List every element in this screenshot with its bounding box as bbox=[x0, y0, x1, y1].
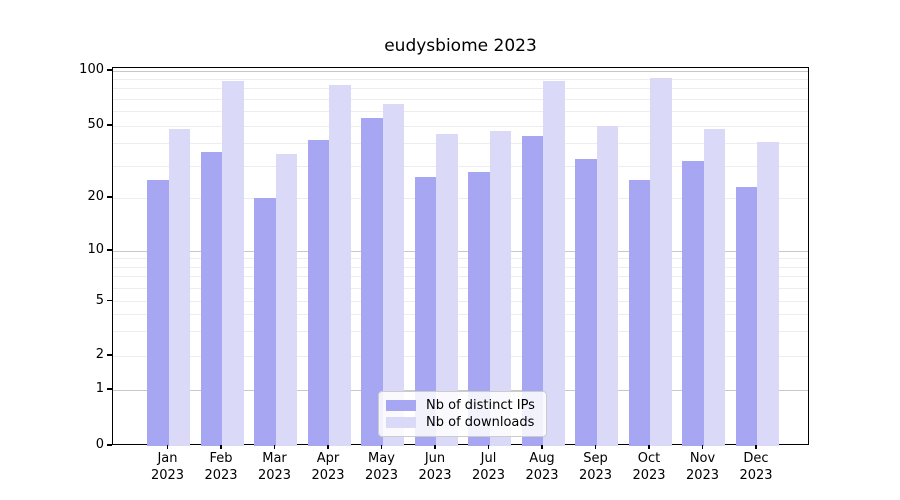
bar-downloads-feb bbox=[222, 81, 244, 446]
gridline-minor-90 bbox=[113, 78, 808, 80]
x-axis-tick-label-aug: Aug 2023 bbox=[525, 451, 559, 483]
legend-swatch-downloads bbox=[386, 417, 416, 428]
gridline-major-10 bbox=[113, 250, 808, 252]
bar-downloads-jul bbox=[489, 130, 511, 446]
gridline-minor-70 bbox=[113, 98, 808, 100]
chart-title: eudysbiome 2023 bbox=[384, 36, 537, 56]
bar-downloads-jun bbox=[436, 134, 458, 446]
x-axis-tick-label-feb: Feb 2023 bbox=[204, 451, 238, 483]
x-axis-tick-label-may: May 2023 bbox=[364, 451, 399, 483]
bar-distinct-ips-jun bbox=[414, 177, 436, 446]
y-tick-mark-0 bbox=[107, 444, 112, 446]
plot-area bbox=[112, 67, 809, 446]
gridline-minor-4 bbox=[113, 314, 808, 316]
x-tick-mark-feb bbox=[220, 445, 222, 449]
legend: Nb of distinct IPs Nb of downloads bbox=[378, 391, 547, 437]
bar-distinct-ips-aug bbox=[521, 136, 543, 446]
gridline-minor-80 bbox=[113, 88, 808, 90]
bar-downloads-sep bbox=[596, 126, 618, 446]
y-axis-tick-label-50: 50 bbox=[87, 117, 104, 132]
y-tick-mark-100 bbox=[107, 69, 112, 71]
y-axis-tick-label-0: 0 bbox=[95, 437, 104, 452]
x-axis-tick-label-apr: Apr 2023 bbox=[311, 451, 345, 483]
x-tick-mark-mar bbox=[273, 445, 276, 449]
bar-downloads-aug bbox=[543, 81, 565, 446]
y-tick-mark-5 bbox=[107, 299, 112, 302]
x-tick-mark-aug bbox=[541, 445, 543, 449]
bar-distinct-ips-dec bbox=[735, 187, 757, 446]
legend-row-distinct-ips: Nb of distinct IPs bbox=[386, 398, 538, 413]
gridline-minor-20 bbox=[113, 197, 808, 199]
x-axis-tick-label-sep: Sep 2023 bbox=[578, 451, 613, 483]
bar-distinct-ips-apr bbox=[307, 139, 329, 446]
y-tick-mark-2 bbox=[107, 354, 112, 356]
x-tick-mark-nov bbox=[701, 445, 704, 449]
bar-downloads-nov bbox=[703, 129, 725, 446]
x-tick-mark-dec bbox=[755, 445, 757, 449]
bar-downloads-may bbox=[382, 103, 404, 446]
bar-distinct-ips-nov bbox=[682, 161, 704, 446]
bar-distinct-ips-oct bbox=[628, 180, 650, 446]
x-tick-mark-jun bbox=[434, 445, 436, 449]
gridline-minor-3 bbox=[113, 331, 808, 333]
x-axis-tick-label-mar: Mar 2023 bbox=[257, 451, 292, 483]
x-axis-tick-label-jun: Jun 2023 bbox=[418, 451, 452, 483]
bar-downloads-mar bbox=[275, 154, 297, 446]
bar-downloads-oct bbox=[650, 78, 672, 446]
bar-distinct-ips-feb bbox=[200, 151, 222, 446]
bar-downloads-dec bbox=[757, 141, 779, 446]
gridline-minor-5 bbox=[113, 301, 808, 302]
x-tick-mark-may bbox=[380, 445, 383, 449]
y-tick-mark-50 bbox=[107, 124, 112, 126]
gridline-minor-8 bbox=[113, 266, 808, 268]
bar-downloads-apr bbox=[329, 84, 351, 446]
y-axis-tick-label-1: 1 bbox=[95, 381, 104, 396]
bar-distinct-ips-sep bbox=[575, 158, 597, 446]
bar-distinct-ips-mar bbox=[254, 198, 276, 446]
y-axis-tick-label-100: 100 bbox=[79, 62, 104, 77]
y-tick-mark-1 bbox=[107, 388, 112, 390]
x-tick-mark-sep bbox=[594, 445, 597, 449]
y-axis-tick-label-10: 10 bbox=[87, 242, 104, 257]
x-axis-tick-label-dec: Dec 2023 bbox=[739, 451, 773, 483]
bar-distinct-ips-jan bbox=[147, 180, 169, 446]
gridline-major-100 bbox=[113, 70, 808, 72]
x-tick-mark-jan bbox=[166, 445, 169, 449]
x-tick-mark-oct bbox=[648, 445, 650, 449]
legend-label-distinct-ips: Nb of distinct IPs bbox=[426, 398, 535, 413]
gridline-minor-50 bbox=[113, 125, 808, 127]
y-tick-mark-20 bbox=[107, 196, 112, 198]
x-axis-tick-label-jan: Jan 2023 bbox=[150, 451, 185, 483]
y-axis-tick-label-2: 2 bbox=[95, 347, 104, 362]
y-tick-mark-10 bbox=[107, 249, 112, 251]
x-tick-mark-jul bbox=[487, 445, 490, 449]
gridline-minor-9 bbox=[113, 258, 808, 260]
y-axis-tick-label-5: 5 bbox=[95, 292, 104, 308]
legend-swatch-distinct-ips bbox=[386, 400, 416, 411]
gridline-major-1 bbox=[113, 389, 808, 391]
x-axis-tick-label-nov: Nov 2023 bbox=[685, 451, 720, 483]
bar-distinct-ips-jul bbox=[468, 171, 490, 446]
legend-label-downloads: Nb of downloads bbox=[426, 415, 535, 430]
y-axis-tick-label-20: 20 bbox=[87, 189, 104, 204]
gridline-minor-2 bbox=[113, 355, 808, 357]
legend-row-downloads: Nb of downloads bbox=[386, 415, 538, 430]
x-tick-mark-apr bbox=[327, 445, 329, 449]
gridline-minor-7 bbox=[113, 276, 808, 278]
bar-downloads-jan bbox=[168, 129, 190, 446]
bar-distinct-ips-may bbox=[361, 118, 383, 446]
gridline-minor-40 bbox=[113, 143, 808, 145]
x-axis-tick-label-oct: Oct 2023 bbox=[632, 451, 666, 483]
gridline-minor-30 bbox=[113, 165, 808, 167]
gridline-minor-6 bbox=[113, 287, 808, 289]
gridline-minor-60 bbox=[113, 111, 808, 113]
x-axis-tick-label-jul: Jul 2023 bbox=[471, 451, 506, 483]
